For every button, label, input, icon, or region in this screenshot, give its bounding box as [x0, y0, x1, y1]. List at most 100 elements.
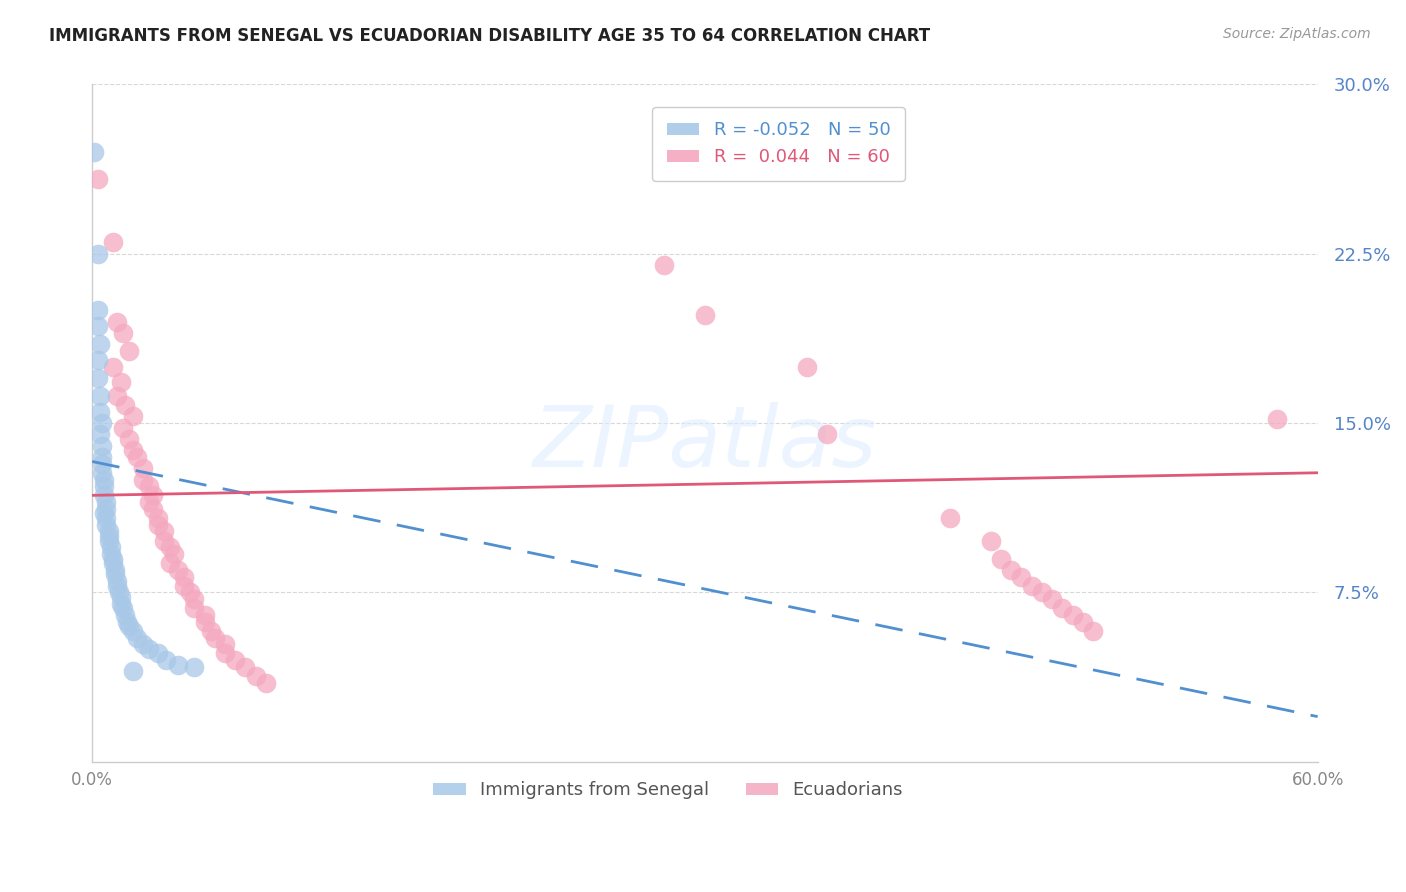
Point: [1062, 607, 1084, 622]
Point: [132, 461, 155, 475]
Point: [132, 473, 155, 487]
Point: [104, 567, 127, 582]
Point: [245, 669, 267, 683]
Point: [87, 352, 110, 367]
Point: [89, 427, 111, 442]
Point: [93, 479, 115, 493]
Point: [152, 533, 174, 548]
Point: [91, 457, 114, 471]
Point: [214, 637, 236, 651]
Point: [138, 479, 160, 493]
Point: [97, 524, 120, 539]
Point: [87, 246, 110, 260]
Point: [138, 641, 160, 656]
Point: [254, 675, 277, 690]
Point: [107, 585, 129, 599]
Point: [101, 556, 124, 570]
Point: [118, 432, 141, 446]
Point: [179, 585, 201, 599]
Point: [1052, 601, 1074, 615]
Point: [980, 533, 1002, 548]
Point: [96, 511, 118, 525]
Point: [89, 389, 111, 403]
Point: [990, 551, 1012, 566]
Point: [114, 607, 136, 622]
Point: [111, 601, 134, 615]
Point: [1071, 615, 1094, 629]
Point: [183, 601, 205, 615]
Point: [110, 376, 132, 390]
Point: [122, 665, 145, 679]
Point: [817, 427, 839, 442]
Legend: Immigrants from Senegal, Ecuadorians: Immigrants from Senegal, Ecuadorians: [419, 767, 917, 814]
Point: [111, 420, 134, 434]
Point: [96, 495, 118, 509]
Point: [101, 235, 124, 250]
Point: [159, 556, 181, 570]
Point: [146, 511, 169, 525]
Point: [110, 590, 132, 604]
Point: [87, 303, 110, 318]
Point: [1265, 411, 1288, 425]
Point: [87, 172, 110, 186]
Point: [118, 619, 141, 633]
Point: [83, 145, 105, 160]
Point: [87, 318, 110, 333]
Point: [939, 511, 962, 525]
Point: [91, 439, 114, 453]
Point: [105, 574, 128, 589]
Point: [91, 450, 114, 464]
Point: [652, 258, 675, 272]
Point: [87, 371, 110, 385]
Point: [183, 660, 205, 674]
Point: [224, 653, 246, 667]
Point: [96, 517, 118, 532]
Point: [91, 466, 114, 480]
Point: [142, 502, 165, 516]
Point: [100, 541, 122, 555]
Point: [93, 507, 115, 521]
Point: [114, 398, 136, 412]
Point: [152, 524, 174, 539]
Point: [111, 326, 134, 340]
Point: [132, 637, 155, 651]
Point: [105, 579, 128, 593]
Point: [173, 569, 195, 583]
Point: [167, 563, 190, 577]
Point: [127, 631, 149, 645]
Point: [118, 343, 141, 358]
Point: [122, 624, 145, 638]
Point: [138, 495, 160, 509]
Point: [110, 597, 132, 611]
Point: [1040, 592, 1063, 607]
Point: [97, 533, 120, 548]
Point: [693, 308, 716, 322]
Point: [105, 314, 128, 328]
Point: [159, 541, 181, 555]
Point: [97, 529, 120, 543]
Point: [105, 389, 128, 403]
Point: [89, 337, 111, 351]
Point: [115, 615, 138, 629]
Text: IMMIGRANTS FROM SENEGAL VS ECUADORIAN DISABILITY AGE 35 TO 64 CORRELATION CHART: IMMIGRANTS FROM SENEGAL VS ECUADORIAN DI…: [49, 27, 931, 45]
Point: [104, 563, 127, 577]
Point: [1000, 563, 1022, 577]
Point: [193, 615, 215, 629]
Point: [101, 359, 124, 374]
Point: [127, 450, 149, 464]
Point: [235, 660, 257, 674]
Point: [89, 405, 111, 419]
Point: [1031, 585, 1053, 599]
Point: [146, 647, 169, 661]
Point: [93, 473, 115, 487]
Point: [142, 488, 165, 502]
Point: [100, 547, 122, 561]
Point: [204, 631, 226, 645]
Point: [146, 517, 169, 532]
Point: [93, 488, 115, 502]
Point: [173, 579, 195, 593]
Point: [101, 551, 124, 566]
Point: [122, 409, 145, 424]
Point: [796, 359, 818, 374]
Point: [96, 502, 118, 516]
